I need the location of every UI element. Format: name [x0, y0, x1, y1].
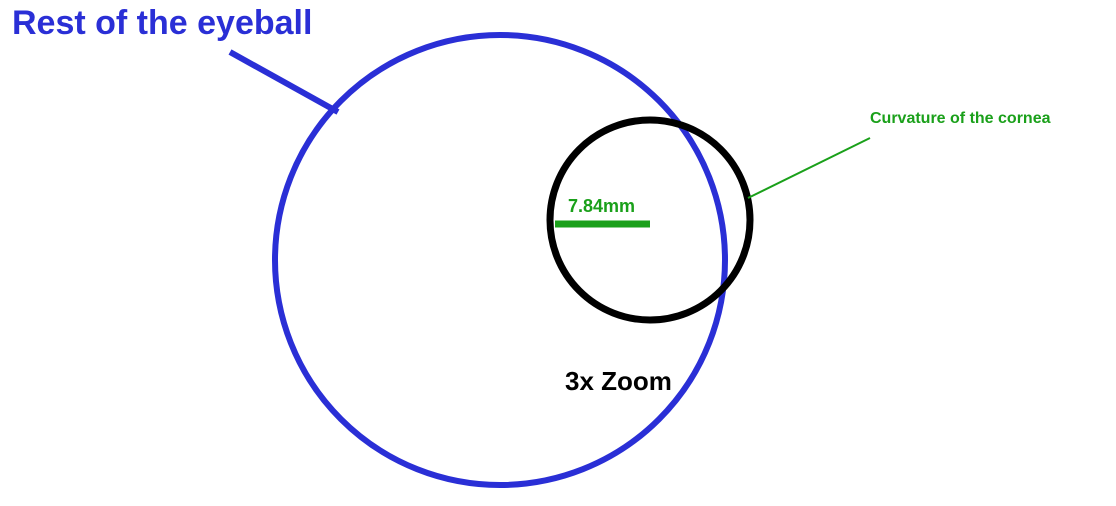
eyeball-leader	[230, 52, 338, 112]
diagram-svg	[0, 0, 1116, 506]
diagram-canvas: Rest of the eyeball Curvature of the cor…	[0, 0, 1116, 506]
cornea-leader	[748, 138, 870, 198]
zoom-label: 3x Zoom	[565, 366, 672, 397]
eyeball-circle	[275, 35, 725, 485]
cornea-label: Curvature of the cornea	[870, 110, 1050, 128]
eyeball-label: Rest of the eyeball	[12, 4, 312, 43]
radius-value: 7.84mm	[568, 196, 635, 217]
